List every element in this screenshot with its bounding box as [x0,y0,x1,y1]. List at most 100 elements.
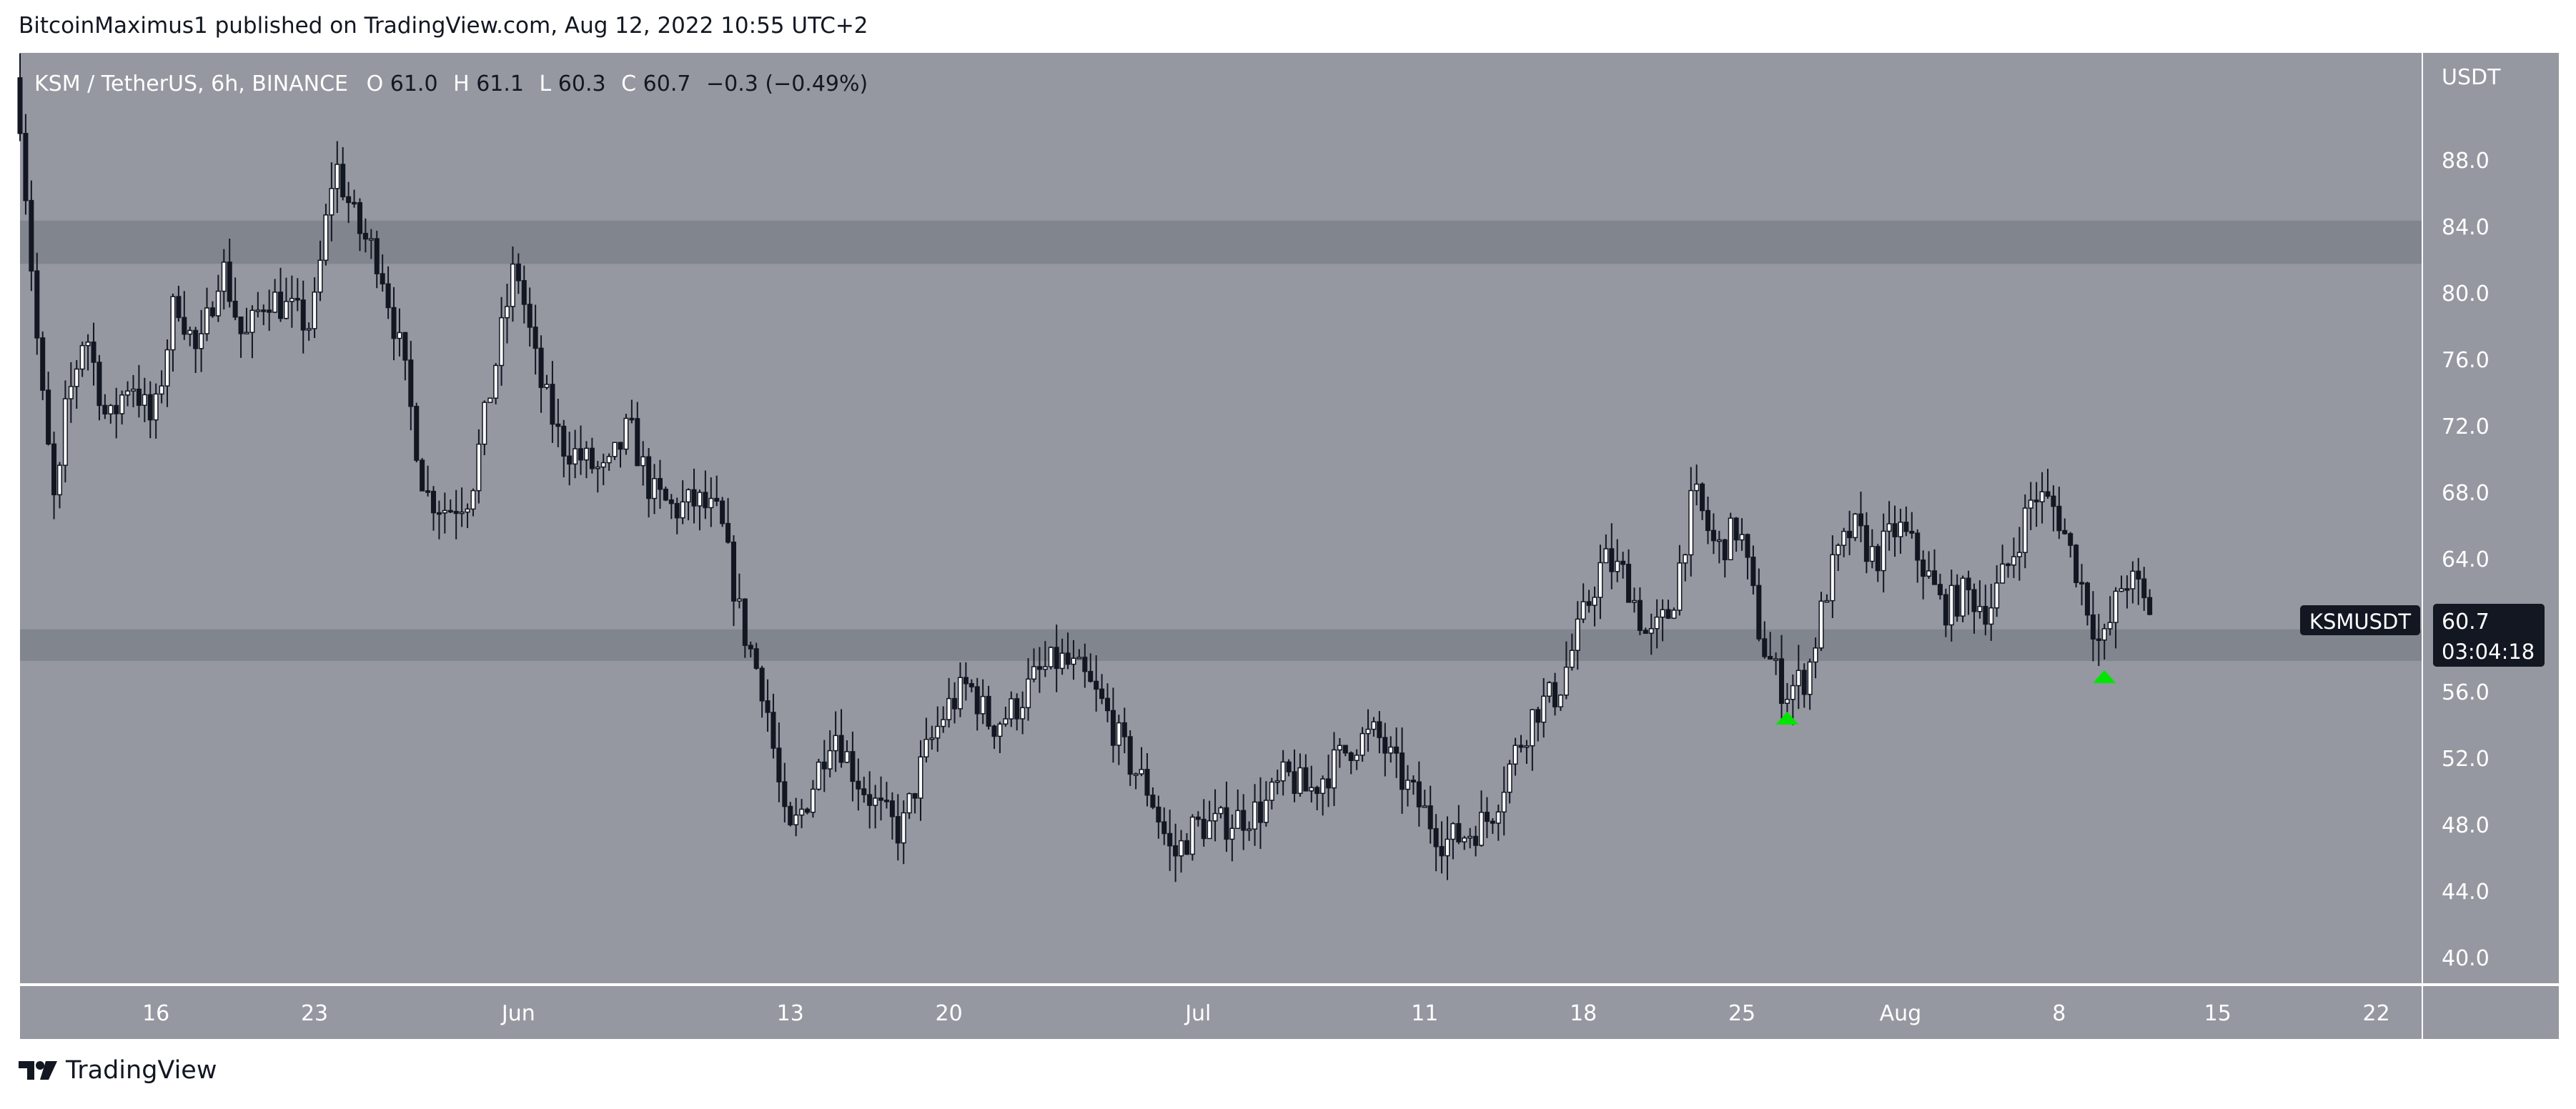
candle-body [1671,610,1677,619]
legend-high-value: 61.1 [476,71,524,96]
candle-body [1439,846,1445,857]
candle-body [397,332,402,339]
candle-body [1121,722,1127,737]
candle-body [878,797,884,801]
price-tag-value-box [2433,604,2545,667]
candle-body [1433,827,1439,847]
candle-body [2101,628,2107,641]
candle-body [1263,800,1269,823]
candle-body [23,133,29,202]
candle-body [1031,666,1037,680]
candle-body [453,510,459,514]
footer-logo[interactable]: TradingView [19,1056,217,1085]
candle-body [1733,517,1739,541]
x-tick-label: 23 [301,1001,328,1026]
candle-body [380,273,385,285]
candle-body [1110,710,1116,746]
candle-body [623,417,629,450]
candle-body [340,164,346,198]
candle-body [408,359,414,407]
candle-body [1297,767,1303,794]
bounce-marker [2093,670,2116,683]
candle-body [1104,697,1111,712]
candle-body [1966,577,1971,590]
y-tick-label: 48.0 [2442,813,2490,838]
candle-body [1427,805,1433,830]
candle-body [79,344,85,370]
candle-body [1462,837,1467,842]
candle-body [1059,652,1065,670]
candle-body [255,309,261,312]
zone-0 [20,220,2422,264]
candle-body [1394,746,1400,754]
candle-body [108,404,114,414]
candle-body [1801,670,1807,695]
candle-body [1824,600,1830,603]
candle-body [640,456,646,467]
candle-body [788,805,793,825]
candle-body [1400,752,1405,790]
bounce-markers [1775,670,2116,725]
candle-body [635,418,640,467]
candle-body [2130,570,2136,590]
candle-body [1609,548,1615,572]
candle-body [821,761,827,770]
candle-body [1218,807,1224,815]
x-tick-label: 13 [777,1001,804,1026]
candle-body [1615,560,1620,572]
candle-body [1909,530,1915,534]
candle-body [515,263,521,282]
candle-body [906,792,912,814]
candle-body [1042,666,1048,670]
legend-high-label: H [453,71,470,96]
candle-body [2068,533,2074,546]
candle-body [391,307,397,339]
candle-body [725,522,731,543]
candle-body [1795,670,1801,687]
candle-body [1144,769,1150,796]
candle-body [663,488,668,501]
candle-body [1150,794,1156,808]
candle-body [170,296,176,351]
candle-body [17,77,23,134]
candle-body [1020,707,1026,720]
y-tick-label: 40.0 [2442,946,2490,971]
candle-body [1490,820,1495,824]
candle-body [1841,530,1847,546]
candle-body [1586,601,1592,606]
candle-body [1988,607,1994,625]
candle-body [1354,755,1359,761]
candle-body [1552,682,1558,707]
price-axis-ticks: 40.044.048.052.056.060.064.068.072.076.0… [2442,149,2490,971]
candle-body [1892,523,1898,537]
candle-body [2000,563,2006,584]
candlestick-series[interactable] [17,53,2153,882]
candle-body [96,362,102,407]
candle-body [2113,590,2119,623]
candle-body [1484,812,1490,822]
candle-body [323,214,329,261]
candle-body [102,404,108,414]
candle-body [1331,749,1337,789]
candle-body [2079,582,2085,585]
candle-body [1716,539,1722,542]
candle-body [646,456,652,499]
candle-body [912,792,918,799]
candle-body [521,279,527,305]
candle-body [130,388,137,392]
candle-body [1660,609,1665,618]
candle-body [1241,810,1247,831]
legend-symbol: KSM / TetherUS, 6h, BINANCE [34,71,348,96]
candle-body [555,423,561,427]
candle-body [1977,605,1983,612]
candle-body [85,341,91,347]
candle-body [573,448,578,465]
candle-body [1518,745,1524,748]
candle-body [1292,771,1297,794]
candle-body [1161,821,1167,835]
candle-body [1847,530,1853,539]
candle-body [1818,600,1824,649]
candle-body [1739,534,1745,541]
candle-body [1512,745,1518,765]
